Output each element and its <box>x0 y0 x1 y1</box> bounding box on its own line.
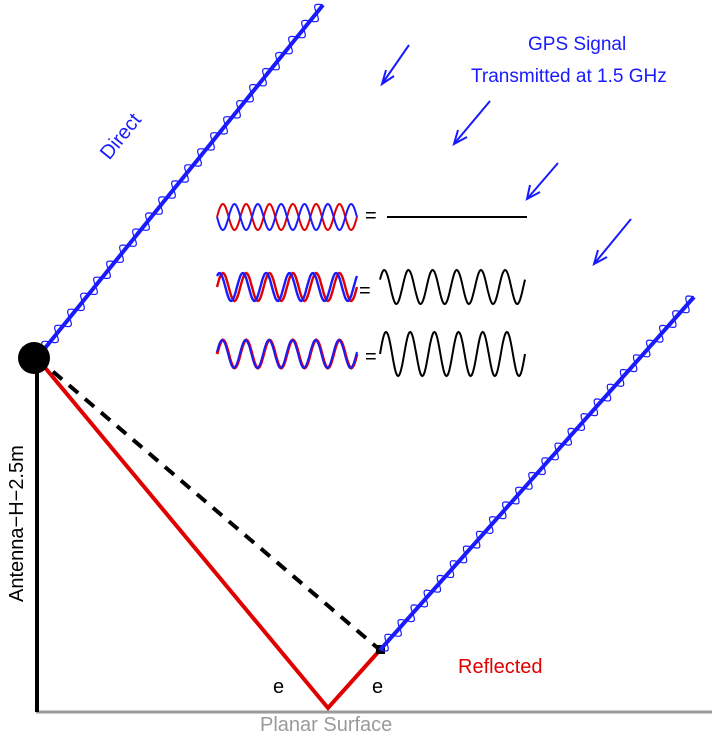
planar-surface-label: Planar Surface <box>260 714 393 736</box>
legend-equals-3: = <box>365 346 377 368</box>
antenna-height-label: Antenna−H−2.5m <box>6 445 28 602</box>
elevation-angle-label-right: e <box>372 676 384 698</box>
direct-signal-wave <box>36 3 324 360</box>
legend-row2-blue-wave <box>215 271 359 303</box>
legend-row2-red-wave <box>215 271 359 303</box>
legend-equals-2: = <box>359 280 371 302</box>
reflected-label: Reflected <box>458 656 543 678</box>
legend-equals-1: = <box>365 205 377 227</box>
path-difference-dashed-line <box>35 356 382 652</box>
legend-row2-sum-wave <box>379 268 526 306</box>
signal-title-line1: GPS Signal <box>528 34 627 55</box>
incoming-arrow-1 <box>380 44 410 87</box>
signal-title-line2: Transmitted at 1.5 GHz <box>471 66 667 87</box>
legend-row3-sum-wave <box>379 330 526 378</box>
antenna-icon <box>18 342 50 374</box>
legend-row3-blue-wave <box>216 339 358 369</box>
incoming-arrow-2 <box>452 100 491 147</box>
reflected-path <box>35 356 382 712</box>
elevation-angle-label-left: e <box>273 676 285 698</box>
incoming-arrow-3 <box>525 162 559 201</box>
phase-legend <box>215 202 527 378</box>
reflected-signal-wave <box>379 295 695 652</box>
incoming-arrow-4 <box>592 218 632 267</box>
legend-row1-blue-wave <box>216 202 358 232</box>
